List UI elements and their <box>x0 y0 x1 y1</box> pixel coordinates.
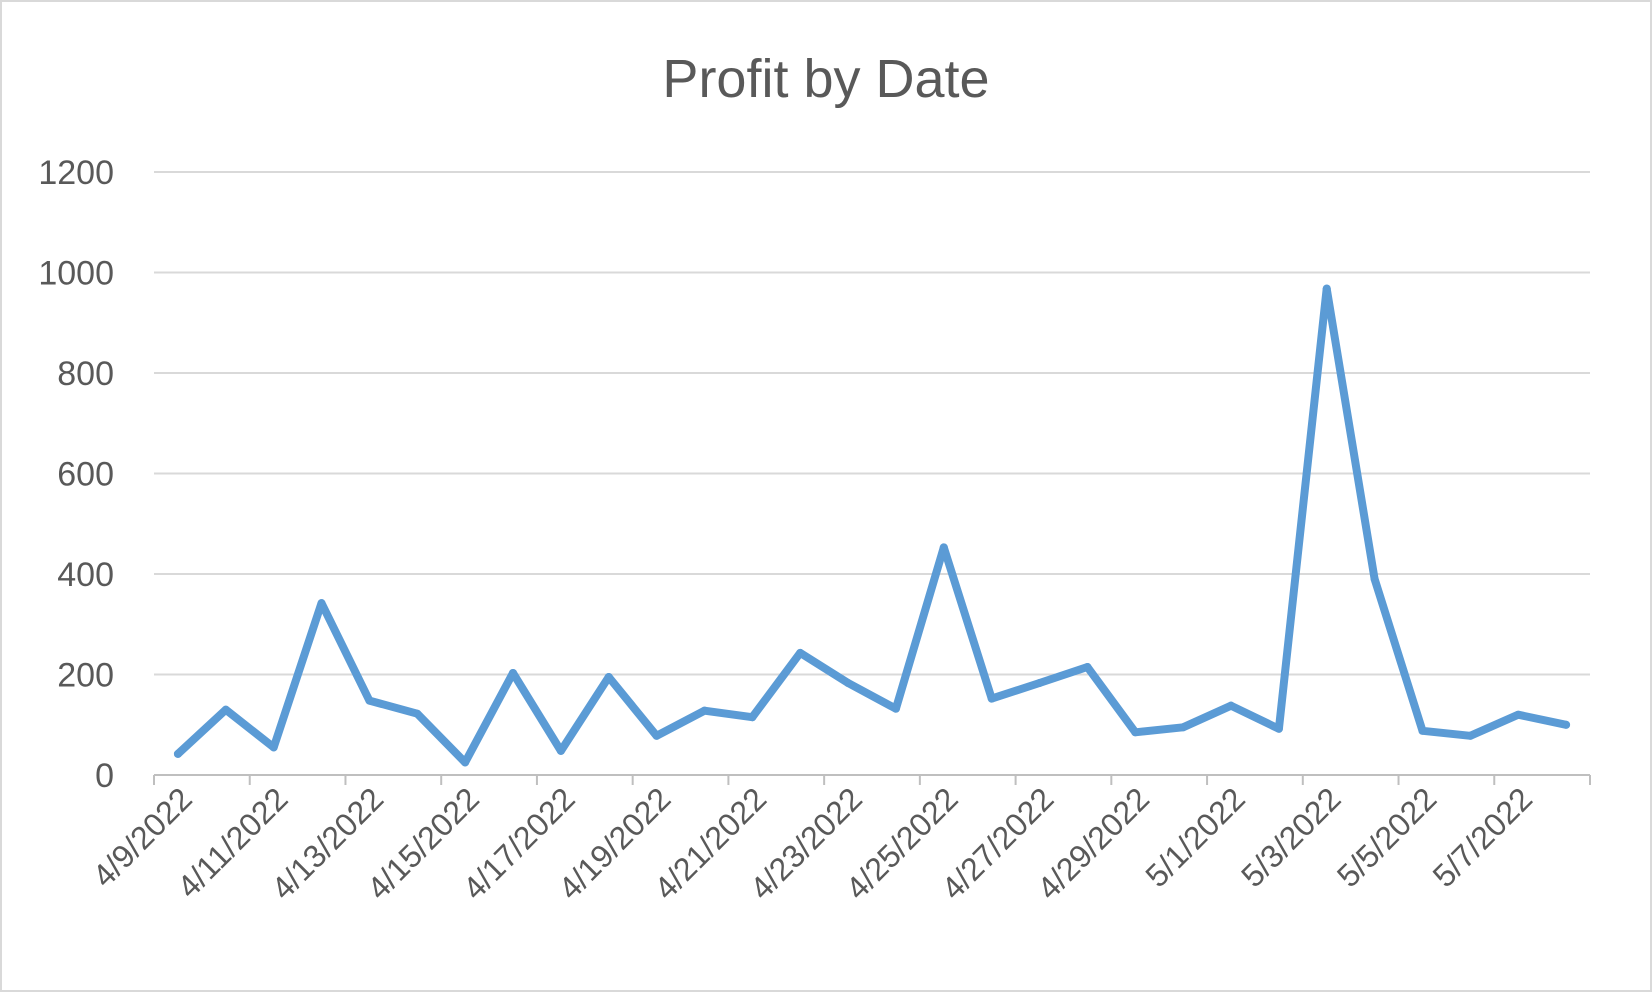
data-point <box>461 758 470 767</box>
data-point <box>1466 731 1475 740</box>
data-point <box>1227 701 1235 710</box>
data-point <box>413 709 422 718</box>
data-point <box>796 648 805 657</box>
data-point <box>317 599 326 608</box>
x-axis-tick-labels: 4/9/20224/11/20224/13/20224/15/20224/17/… <box>85 780 1539 906</box>
data-point <box>1322 284 1331 293</box>
y-axis-tick-labels: 0 200 400 600 800 1000 1200 <box>38 154 114 795</box>
data-point <box>1179 723 1188 732</box>
data-point <box>748 713 757 722</box>
data-point <box>1418 726 1427 735</box>
data-point <box>556 746 565 755</box>
data-point <box>700 706 709 715</box>
y-tick-label: 200 <box>57 657 114 695</box>
data-point <box>987 694 996 703</box>
data-point <box>1131 728 1140 737</box>
data-point <box>891 704 900 713</box>
y-tick-label: 800 <box>57 355 114 393</box>
data-point <box>652 731 661 740</box>
chart-title: Profit by Date <box>662 49 989 109</box>
y-tick-label: 600 <box>57 456 114 494</box>
x-tick-label: 5/5/2022 <box>1330 780 1444 894</box>
gridlines <box>154 171 1590 676</box>
x-axis <box>153 774 1591 785</box>
data-point <box>509 668 517 677</box>
data-point <box>939 543 948 552</box>
data-point <box>173 749 182 758</box>
data-point <box>604 673 613 682</box>
data-point <box>844 679 853 688</box>
data-point <box>269 743 278 752</box>
data-point <box>1083 662 1092 671</box>
x-tick-label: 5/1/2022 <box>1138 780 1252 894</box>
y-tick-label: 1200 <box>38 154 114 192</box>
y-tick-label: 1000 <box>38 255 114 293</box>
series-line <box>173 284 1571 767</box>
data-point <box>1514 710 1523 719</box>
data-point <box>1562 720 1571 729</box>
data-point <box>1370 575 1379 584</box>
data-point <box>1035 679 1044 688</box>
data-point <box>1274 724 1283 733</box>
data-point <box>221 705 230 714</box>
series-layer <box>173 284 1571 767</box>
y-tick-label: 400 <box>57 556 114 594</box>
x-tick-label: 5/7/2022 <box>1426 780 1540 894</box>
y-tick-label: 0 <box>95 757 114 795</box>
data-point <box>365 696 374 705</box>
x-tick-label: 5/3/2022 <box>1234 780 1348 894</box>
